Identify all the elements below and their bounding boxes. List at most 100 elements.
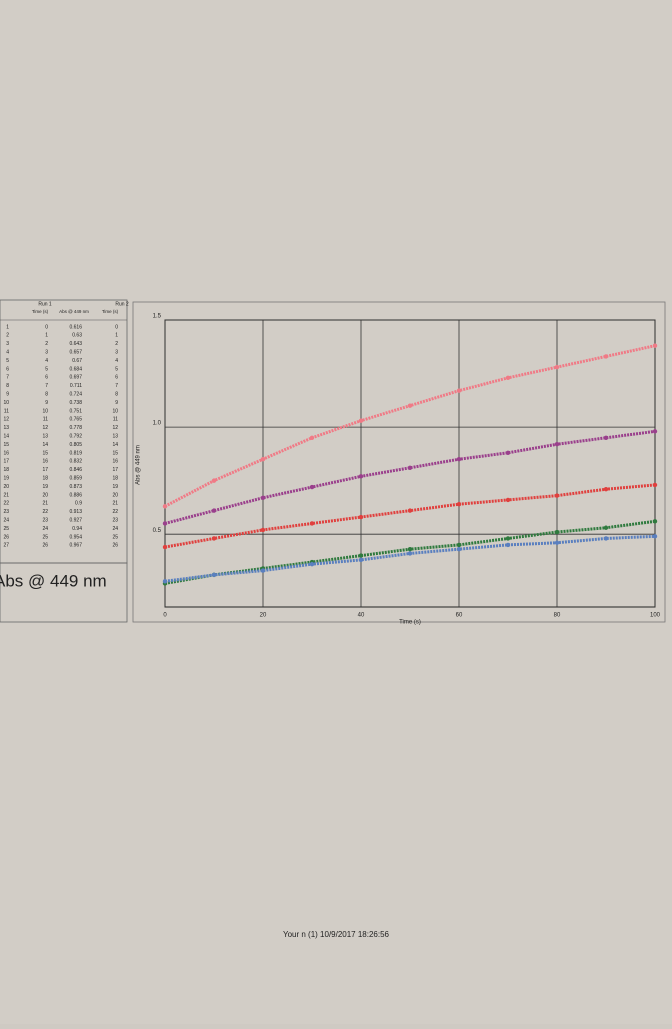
table-cell: 1: [45, 333, 48, 339]
table-cell: 12: [112, 425, 118, 431]
point: [603, 487, 609, 492]
table-cell: 13: [42, 434, 48, 440]
point: [358, 557, 364, 563]
point: [211, 536, 217, 541]
point: [162, 521, 168, 526]
table-cell: 0.832: [69, 459, 82, 465]
point: [603, 354, 609, 359]
point: [260, 527, 266, 533]
table-cell: 23: [3, 509, 9, 515]
table-cell: 1: [6, 324, 9, 330]
table-cell: 15: [112, 450, 118, 456]
table-cell: 9: [45, 400, 48, 406]
table-cell: 11: [4, 408, 9, 414]
chart-frame: [132, 301, 666, 623]
table-cell: 23: [112, 518, 118, 524]
point: [505, 450, 511, 455]
y-tick-label: 1.0: [153, 421, 162, 427]
y-axis-title: Abs @ 449 nm: [136, 445, 142, 485]
table-cell: 0.873: [69, 484, 82, 490]
table-cell: 25: [112, 534, 118, 540]
point: [456, 457, 462, 462]
x-tick-label: 80: [554, 613, 561, 619]
table-cell: 9: [6, 392, 9, 398]
point: [309, 521, 315, 526]
table-cell: 4: [45, 358, 48, 364]
series-line: [164, 429, 656, 525]
table-cell: 4: [115, 358, 118, 364]
point: [407, 546, 413, 552]
table-cell: 2: [115, 341, 118, 347]
footer: Your n (1) 10/9/2017 18:26:56: [283, 930, 390, 939]
table-cell: 14: [112, 442, 118, 448]
x-tick-label: 40: [358, 613, 365, 619]
point: [358, 514, 364, 520]
point: [456, 501, 462, 507]
point: [162, 504, 168, 509]
x-axis-title: Time (s): [399, 620, 421, 626]
table-cell: 12: [3, 417, 9, 423]
table-cell: 0.967: [69, 543, 82, 549]
table-cell: 25: [3, 526, 9, 532]
table-cell: 26: [3, 534, 9, 540]
y-tick-label: 0.5: [153, 528, 162, 534]
table-cell: 15: [3, 442, 9, 448]
table-cell: 17: [42, 467, 48, 473]
point: [652, 519, 658, 524]
table-cell: 0.724: [69, 392, 82, 398]
table-cell: 21: [112, 501, 118, 507]
table-cell: 0: [115, 324, 118, 330]
table-cell: 19: [112, 484, 118, 490]
table-cell: 0.886: [69, 492, 82, 498]
table-cell: 0.792: [69, 434, 82, 440]
point: [407, 403, 413, 408]
point: [554, 529, 560, 535]
table-cell: 20: [3, 484, 9, 490]
table-cell: 24: [112, 526, 118, 532]
point: [211, 572, 217, 578]
table-cell: 11: [43, 417, 48, 423]
point: [260, 568, 266, 573]
table-cell: 19: [3, 476, 9, 482]
point: [211, 478, 217, 483]
table-cell: 16: [3, 450, 9, 456]
table-cell: 26: [42, 543, 48, 549]
column-header: Time (s): [32, 309, 49, 314]
point: [603, 525, 609, 530]
table-cell: 19: [42, 484, 48, 490]
table-cell: 2: [6, 333, 9, 339]
table-cell: 10: [42, 408, 48, 414]
table-cell: 7: [6, 375, 9, 381]
point: [456, 542, 462, 548]
table-cell: 0.657: [69, 350, 82, 356]
table-cell: 21: [42, 501, 48, 507]
x-tick-label: 60: [456, 613, 463, 619]
point: [358, 418, 364, 423]
point: [505, 542, 511, 548]
point: [456, 388, 462, 393]
table-cell: 0.684: [69, 366, 82, 372]
table-cell: 17: [112, 467, 118, 473]
table-cell: 0.697: [69, 375, 82, 381]
caption: Abs @ 449 nm: [0, 571, 107, 590]
table-cell: 5: [6, 358, 9, 364]
caption-frame: [0, 562, 128, 623]
point: [554, 540, 560, 545]
table-cell: 6: [6, 366, 9, 372]
table-cell: 6: [115, 375, 118, 381]
table-cell: 0.643: [69, 341, 82, 347]
table-cell: 0.859: [69, 476, 82, 482]
table-cell: 26: [112, 543, 118, 549]
table-cell: 8: [45, 392, 48, 398]
point: [652, 534, 658, 539]
table-cell: 10: [112, 408, 118, 414]
point: [603, 435, 609, 440]
point: [407, 508, 413, 513]
point: [652, 429, 658, 434]
point: [260, 495, 266, 500]
table-cell: 27: [3, 543, 9, 549]
point: [407, 465, 413, 470]
table-cell: 22: [112, 509, 118, 515]
